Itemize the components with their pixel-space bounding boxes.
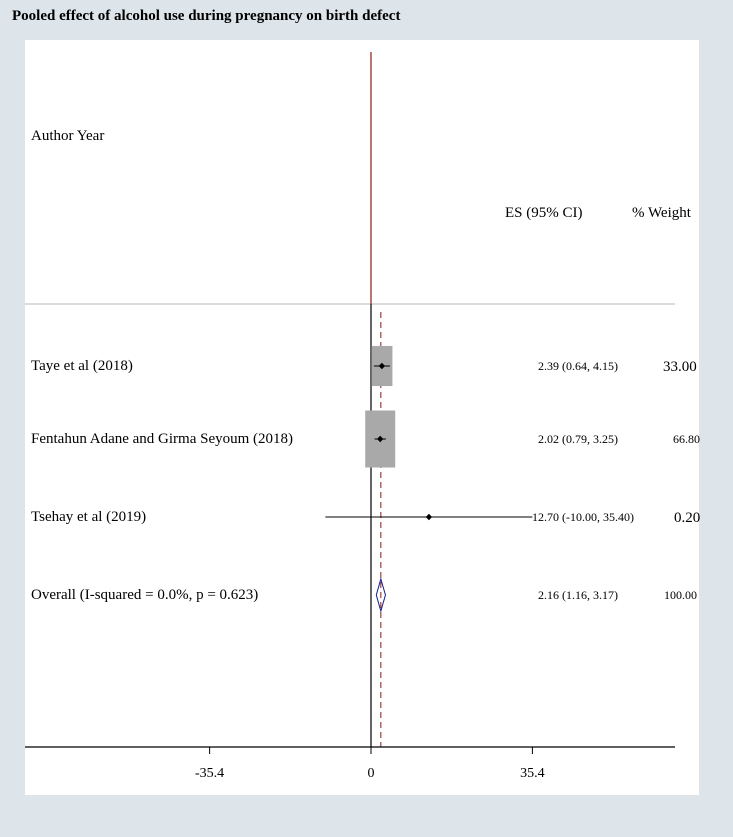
study-label-1: Fentahun Adane and Girma Seyoum (2018) [31,431,294,447]
study-ci-1: 2.02 (0.79, 3.25) [538,432,618,446]
study-weight-0: 33.00 [663,359,697,375]
chart-title: Pooled effect of alcohol use during preg… [12,8,401,24]
header-author-year: Author Year [31,128,105,144]
point-estimate-0 [378,362,386,370]
study-label-0: Taye et al (2018) [31,358,133,374]
x-tick-label-2: 35.4 [520,766,545,781]
forest-plot-panel: Author Year ES (95% CI) % Weight Taye et… [25,40,701,795]
point-estimate-1 [377,435,384,443]
forest-plot-svg [25,52,675,754]
header-es-ci: ES (95% CI) [505,205,583,221]
point-estimate-2 [425,513,433,521]
study-weight-1: 66.80 [673,432,700,446]
x-tick-label-0: -35.4 [195,766,225,781]
study-ci-2: 12.70 (-10.00, 35.40) [532,510,634,524]
study-weight-2: 0.20 [674,510,701,526]
study-ci-0: 2.39 (0.64, 4.15) [538,359,618,373]
overall-label: Overall (I-squared = 0.0%, p = 0.623) [31,587,259,603]
header-weight: % Weight [632,205,691,221]
overall-ci: 2.16 (1.16, 3.17) [538,588,618,602]
x-tick-label-1: 0 [367,766,375,781]
study-label-2: Tsehay et al (2019) [31,509,147,525]
overall-diamond [375,577,386,613]
overall-weight: 100.00 [664,588,697,602]
